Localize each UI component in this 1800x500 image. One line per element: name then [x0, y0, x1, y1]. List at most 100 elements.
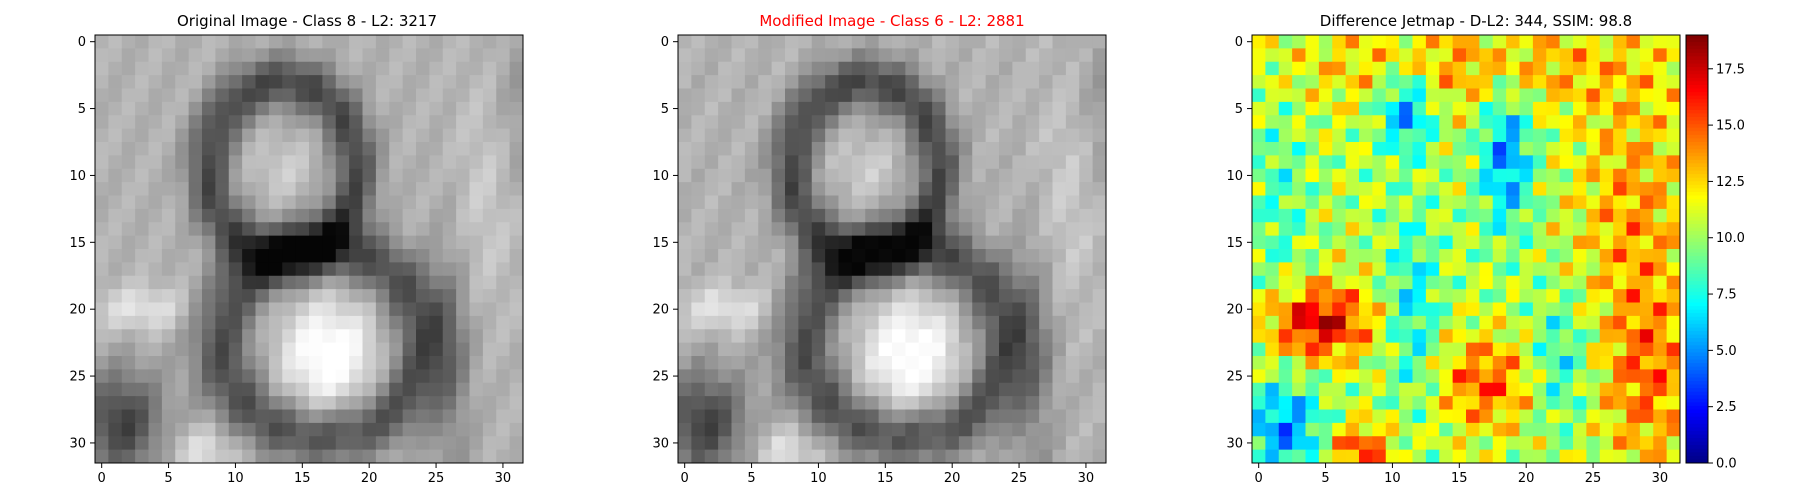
pixel-cell [349, 35, 363, 49]
pixel-cell [268, 35, 283, 49]
pixel-cell [175, 369, 190, 384]
pixel-cell [1292, 142, 1306, 156]
pixel-cell [1332, 75, 1347, 89]
pixel-cell [1653, 128, 1668, 143]
pixel-cell [268, 61, 283, 76]
pixel-cell [1065, 302, 1080, 317]
pixel-cell [905, 182, 920, 196]
pixel-cell [958, 436, 973, 451]
pixel-cell [1586, 275, 1601, 290]
colorbar-segment [1686, 234, 1708, 239]
pixel-cell [442, 289, 457, 303]
pixel-cell [1599, 302, 1614, 317]
pixel-cell [1399, 275, 1413, 290]
pixel-cell [1466, 235, 1480, 250]
pixel-cell [95, 342, 109, 357]
pixel-cell [349, 88, 363, 103]
pixel-cell [1532, 342, 1547, 357]
pixel-cell [905, 329, 920, 344]
colorbar-tick-label: 7.5 [1716, 288, 1737, 303]
pixel-cell [1025, 262, 1040, 277]
pixel-cell [389, 315, 404, 330]
pixel-cell [1305, 436, 1320, 451]
pixel-cell [95, 396, 109, 410]
pixel-cell [1359, 275, 1373, 290]
pixel-cell [215, 289, 230, 303]
pixel-cell [999, 396, 1013, 410]
pixel-cell [496, 208, 511, 223]
pixel-cell [1079, 168, 1094, 183]
pixel-cell [202, 61, 216, 76]
pixel-cell [1559, 235, 1574, 250]
pixel-cell [469, 396, 484, 410]
pixel-cell [1385, 302, 1400, 317]
colorbar-gradient [1686, 35, 1708, 464]
pixel-cell [731, 315, 746, 330]
pixel-cell [1345, 396, 1360, 410]
pixel-cell [1052, 235, 1067, 250]
pixel-cell [1666, 115, 1681, 130]
pixel-cell [704, 302, 719, 317]
pixel-cell [416, 396, 430, 410]
pixel-cell [718, 356, 732, 370]
pixel-cell [691, 88, 706, 103]
pixel-cell [482, 262, 497, 277]
pixel-cell [838, 235, 853, 250]
pixel-cell [918, 329, 933, 344]
panel-original-x-ticks: 0 5 10 15 20 25 30 [98, 463, 511, 486]
pixel-cell [1466, 369, 1480, 384]
pixel-cell [1345, 422, 1360, 437]
pixel-cell [825, 289, 839, 303]
pixel-cell [1425, 182, 1440, 196]
pixel-cell [1559, 208, 1574, 223]
pixel-cell [1639, 369, 1654, 384]
pixel-cell [1265, 182, 1280, 196]
pixel-cell [1479, 142, 1494, 156]
pixel-cell [758, 182, 773, 196]
pixel-cell [135, 409, 149, 424]
pixel-cell [985, 382, 1000, 397]
pixel-cell [1065, 168, 1080, 183]
pixel-cell [295, 61, 310, 76]
pixel-cell [1332, 155, 1347, 170]
pixel-cell [851, 75, 866, 89]
pixel-cell [1506, 208, 1520, 223]
pixel-cell [785, 155, 799, 170]
pixel-cell [1385, 275, 1400, 290]
pixel-cell [878, 409, 893, 424]
pixel-cell [1385, 168, 1400, 183]
pixel-cell [758, 61, 773, 76]
pixel-cell [1439, 249, 1454, 263]
pixel-cell [1079, 342, 1094, 357]
pixel-cell [1626, 275, 1641, 290]
pixel-cell [785, 115, 799, 130]
pixel-cell [335, 409, 350, 424]
pixel-cell [1318, 262, 1333, 277]
pixel-cell [496, 409, 511, 424]
pixel-cell [175, 101, 190, 116]
pixel-cell [456, 356, 470, 370]
pixel-cell [905, 195, 920, 210]
pixel-cell [1666, 75, 1681, 89]
pixel-cell [402, 168, 417, 183]
pixel-cell [1305, 115, 1320, 130]
pixel-cell [1506, 382, 1520, 397]
colorbar-segment [1686, 452, 1708, 457]
pixel-cell [945, 315, 960, 330]
pixel-cell [349, 396, 363, 410]
pixel-cell [242, 342, 256, 357]
pixel-cell [678, 168, 692, 183]
pixel-cell [1252, 222, 1266, 237]
pixel-cell [282, 382, 297, 397]
pixel-cell [1653, 115, 1668, 130]
pixel-cell [295, 182, 310, 196]
pixel-cell [785, 195, 799, 210]
pixel-cell [456, 422, 470, 437]
pixel-cell [429, 182, 444, 196]
pixel-cell [1372, 342, 1387, 357]
pixel-cell [758, 302, 773, 317]
pixel-cell [1092, 302, 1107, 317]
x-tick-label: 15 [1451, 471, 1468, 486]
pixel-cell [731, 48, 746, 63]
pixel-cell [456, 101, 470, 116]
